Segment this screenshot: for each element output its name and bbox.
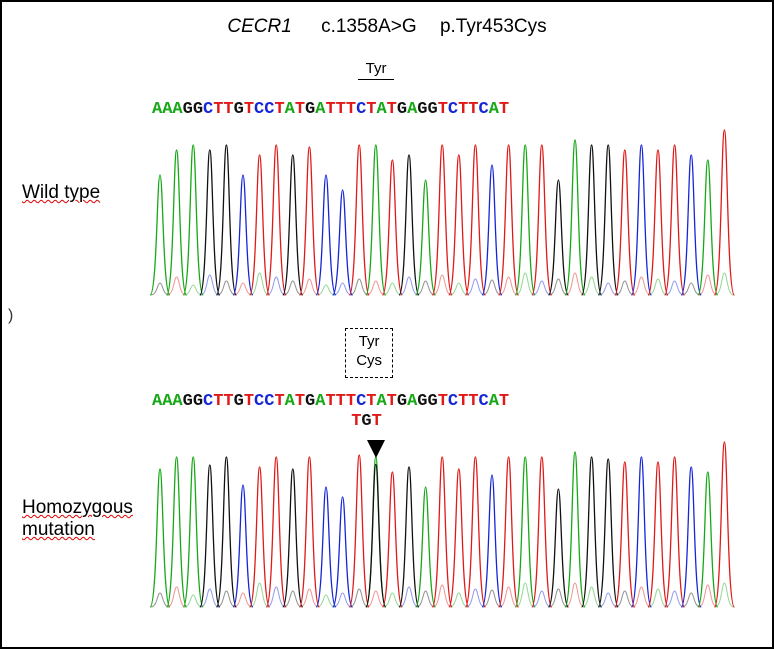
stray-paren: ) (8, 307, 13, 325)
wt-codon-marker: Tyr (358, 60, 394, 80)
mutation-sequence: AAAGGCTTGTCCTATGATTTCTATGAGGTCTTCAT (152, 392, 509, 411)
wt-codon-aa: Tyr (358, 60, 394, 77)
figure-title: CECR1 c.1358A>G p.Tyr453Cys (2, 16, 772, 38)
wild-type-label: Wild type (22, 182, 100, 204)
wild-type-sequence: AAAGGCTTGTCCTATGATTTCTATGAGGTCTTCAT (152, 100, 509, 119)
figure-frame: { "title": { "gene": "CECR1", "cdna": "c… (0, 0, 774, 649)
codon-box-wt-aa: Tyr (356, 333, 382, 352)
mutation-arrow-icon (367, 440, 385, 458)
wild-type-chromatogram (152, 130, 742, 295)
protein-notation: p.Tyr453Cys (440, 16, 547, 37)
wt-codon-bar (358, 79, 394, 80)
alt-codon-sequence: TGT (351, 412, 382, 431)
mutation-codon-box: Tyr Cys (345, 328, 393, 378)
mutation-label: Homozygous mutation (22, 497, 133, 541)
gene-name: CECR1 (227, 16, 291, 37)
cdna-notation: c.1358A>G (321, 16, 417, 37)
codon-box-mut-aa: Cys (356, 352, 382, 371)
mutation-chromatogram (152, 442, 742, 607)
